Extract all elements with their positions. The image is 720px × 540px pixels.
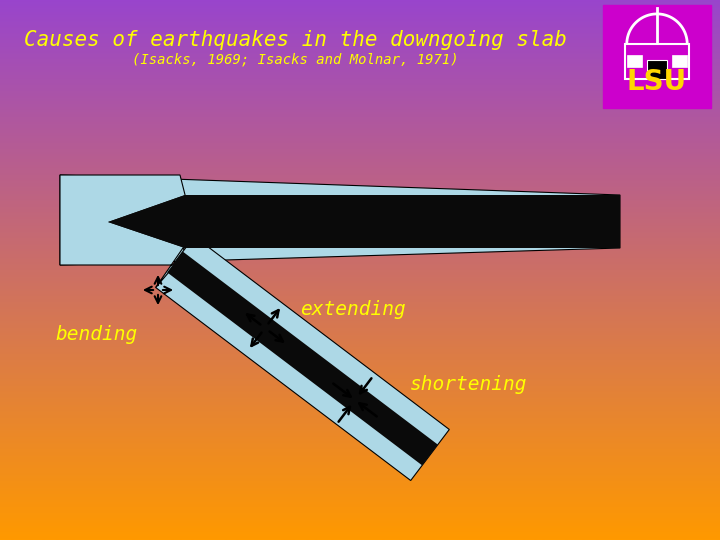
Text: shortening: shortening <box>410 375 528 394</box>
Polygon shape <box>108 195 185 248</box>
Text: Causes of earthquakes in the downgoing slab: Causes of earthquakes in the downgoing s… <box>24 30 567 50</box>
Polygon shape <box>167 252 438 465</box>
Bar <box>672 55 688 67</box>
Polygon shape <box>60 175 620 265</box>
Text: extending: extending <box>300 300 406 319</box>
Polygon shape <box>108 195 185 248</box>
Polygon shape <box>60 175 194 287</box>
Bar <box>626 55 642 67</box>
Polygon shape <box>156 237 449 481</box>
Text: bending: bending <box>55 325 138 344</box>
Bar <box>625 44 690 79</box>
Bar <box>647 60 667 79</box>
Text: LSU: LSU <box>627 68 687 96</box>
Text: (Isacks, 1969; Isacks and Molnar, 1971): (Isacks, 1969; Isacks and Molnar, 1971) <box>132 52 459 66</box>
Polygon shape <box>167 195 185 272</box>
Bar <box>603 5 711 108</box>
Polygon shape <box>185 195 620 248</box>
